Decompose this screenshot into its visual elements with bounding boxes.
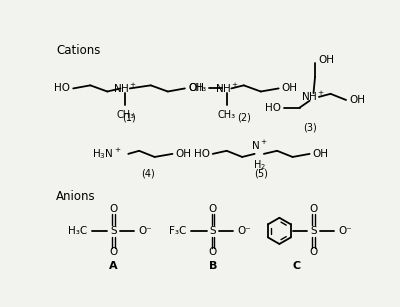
Text: A: A	[109, 261, 118, 271]
Text: CH₃: CH₃	[188, 84, 206, 93]
Text: OH: OH	[282, 84, 298, 93]
Text: HO: HO	[54, 84, 70, 93]
Text: $\mathregular{NH}^+$: $\mathregular{NH}^+$	[302, 90, 326, 103]
Text: $\mathregular{N}^+$: $\mathregular{N}^+$	[251, 138, 268, 152]
Text: (2): (2)	[237, 113, 251, 123]
Text: $\mathregular{H_2}$: $\mathregular{H_2}$	[253, 158, 266, 172]
Text: Anions: Anions	[56, 190, 96, 203]
Text: OH: OH	[313, 149, 329, 159]
Text: $\mathregular{NH}^+$: $\mathregular{NH}^+$	[215, 82, 239, 95]
Text: CH₃: CH₃	[116, 110, 134, 120]
Text: OH: OH	[318, 55, 334, 65]
Text: O: O	[209, 247, 217, 258]
Text: S: S	[310, 226, 317, 236]
Text: H₃C: H₃C	[68, 226, 87, 236]
Text: O⁻: O⁻	[138, 226, 152, 236]
Text: S: S	[110, 226, 117, 236]
Text: (3): (3)	[303, 123, 316, 133]
Text: HO: HO	[265, 103, 281, 113]
Text: O: O	[309, 247, 318, 258]
Text: O⁻: O⁻	[238, 226, 251, 236]
Text: $\mathregular{H_3N}^+$: $\mathregular{H_3N}^+$	[92, 146, 121, 161]
Text: O: O	[209, 204, 217, 214]
Text: HO: HO	[194, 149, 210, 159]
Text: B: B	[208, 261, 217, 271]
Text: (1): (1)	[122, 113, 136, 123]
Text: CH₃: CH₃	[218, 110, 236, 120]
Text: $\mathregular{NH}^+$: $\mathregular{NH}^+$	[113, 82, 137, 95]
Text: Cations: Cations	[56, 44, 100, 57]
Text: O: O	[110, 204, 118, 214]
Text: F₃C: F₃C	[169, 226, 186, 236]
Text: (5): (5)	[254, 168, 268, 178]
Text: O: O	[110, 247, 118, 258]
Text: O⁻: O⁻	[338, 226, 352, 236]
Text: O: O	[309, 204, 318, 214]
Text: C: C	[292, 261, 300, 271]
Text: (4): (4)	[141, 168, 155, 178]
Text: OH: OH	[176, 149, 192, 159]
Text: OH: OH	[188, 84, 204, 93]
Text: OH: OH	[349, 95, 365, 105]
Text: S: S	[210, 226, 216, 236]
